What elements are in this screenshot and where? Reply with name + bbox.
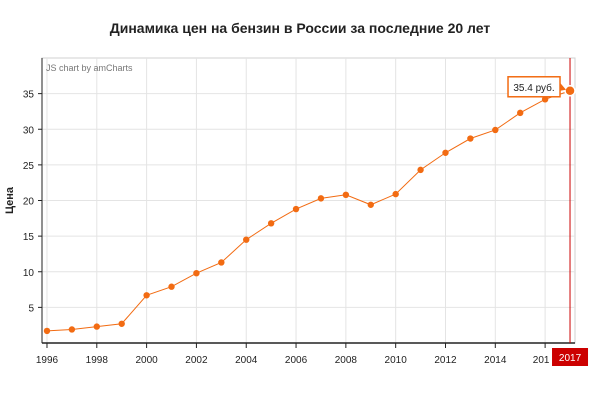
y-tick-labels: 5 10 15 20 25 30 35 — [23, 90, 35, 315]
balloon-text: 35.4 руб. — [513, 82, 554, 94]
chart-cursor: 2017 — [552, 58, 589, 366]
y-tick-label: 25 — [23, 161, 35, 172]
x-tick-label: 2004 — [235, 355, 258, 366]
data-point[interactable] — [292, 205, 300, 213]
x-tick-label: 2002 — [185, 355, 208, 366]
x-tick-label: 1996 — [36, 355, 59, 366]
y-tick-label: 20 — [23, 197, 35, 208]
y-tick-label: 10 — [23, 268, 35, 279]
y-tick-label: 15 — [23, 232, 35, 243]
series-line — [46, 90, 571, 332]
x-tick-label: 1998 — [86, 355, 109, 366]
data-point[interactable] — [417, 166, 424, 174]
x-tick-label: 2000 — [135, 355, 158, 366]
data-point[interactable] — [342, 191, 350, 198]
x-tick-label: 2006 — [285, 355, 308, 366]
grid — [41, 57, 576, 344]
y-tick-label: 5 — [28, 303, 34, 314]
data-point[interactable] — [541, 96, 549, 103]
y-axis-label: Цена — [4, 186, 16, 214]
data-point[interactable] — [243, 236, 250, 243]
axes — [38, 58, 575, 348]
x-tick-label: 201 — [533, 355, 550, 366]
y-tick-label: 35 — [23, 90, 35, 101]
y-tick-label: 30 — [23, 125, 35, 136]
value-balloon: 35.4 руб. — [507, 76, 567, 98]
balloon-pointer — [560, 82, 567, 91]
series[interactable] — [43, 85, 576, 335]
data-point[interactable] — [392, 190, 399, 198]
x-tick-label: 2012 — [434, 355, 457, 366]
data-point[interactable] — [193, 269, 200, 277]
data-point[interactable] — [68, 326, 76, 333]
data-point[interactable] — [43, 327, 51, 335]
cursor-label-box — [552, 348, 589, 366]
data-point[interactable] — [267, 220, 275, 227]
data-point[interactable] — [492, 126, 499, 134]
x-tick-labels: 1996 1998 2000 2002 2004 2006 2008 2010 2012 2014… — [36, 355, 550, 366]
x-tick-label: 2014 — [484, 355, 507, 366]
data-point[interactable] — [118, 320, 125, 327]
chart-credit[interactable]: JS chart by amCharts — [46, 63, 133, 73]
data-point[interactable] — [442, 149, 449, 156]
data-point[interactable] — [317, 195, 325, 202]
data-point[interactable] — [168, 283, 175, 290]
x-tick-label: 2010 — [385, 355, 408, 366]
data-point[interactable] — [564, 85, 576, 97]
data-point[interactable] — [367, 201, 374, 208]
data-point[interactable] — [467, 135, 474, 142]
data-point[interactable] — [218, 259, 225, 266]
data-point[interactable] — [517, 109, 524, 117]
data-point[interactable] — [93, 323, 100, 330]
x-tick-label: 2008 — [335, 355, 358, 366]
cursor-label: 2017 — [559, 353, 582, 364]
data-point[interactable] — [143, 292, 150, 299]
chart-title: Динамика цен на бензин в России за после… — [109, 20, 491, 36]
